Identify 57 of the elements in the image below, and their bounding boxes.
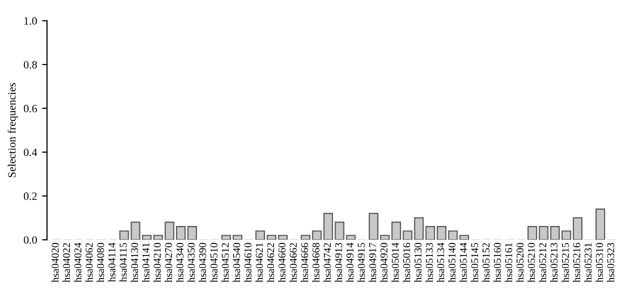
x-tick-label: hsa05216 bbox=[572, 242, 580, 282]
y-tick-label: 0.8 bbox=[24, 60, 37, 69]
x-tick-label: hsa04610 bbox=[244, 242, 252, 282]
x-tick-label: hsa05323 bbox=[606, 242, 614, 282]
x-tick-label: hsa04621 bbox=[255, 243, 263, 282]
x-tick-label: hsa05213 bbox=[550, 242, 558, 282]
x-tick-label: hsa05144 bbox=[460, 242, 467, 282]
x-tick-label: hsa04540 bbox=[232, 242, 240, 282]
x-tick-label: hsa04115 bbox=[119, 242, 127, 282]
x-tick-label: hsa05212 bbox=[538, 243, 546, 282]
x-tick-label: hsa05016 bbox=[402, 242, 410, 282]
x-tick-label: hsa05200 bbox=[516, 242, 524, 282]
x-tick-label: hsa04062 bbox=[85, 243, 93, 282]
x-tick-label: hsa04914 bbox=[346, 242, 354, 282]
x-tick-label: hsa04742 bbox=[323, 243, 331, 282]
x-tick-label: hsa05134 bbox=[436, 242, 444, 282]
x-tick-label: hsa04915 bbox=[358, 242, 365, 282]
x-tick-label: hsa05210 bbox=[528, 242, 535, 282]
y-axis-title: Selection frequencies bbox=[8, 82, 18, 178]
x-tick-label: hsa04022 bbox=[62, 243, 70, 282]
x-tick-label: hsa05160 bbox=[494, 242, 501, 282]
x-tick-label: hsa04660 bbox=[278, 242, 286, 282]
x-tick-label: hsa04390 bbox=[198, 242, 206, 282]
x-tick-label: hsa04350 bbox=[187, 242, 195, 282]
x-tick-label: hsa05215 bbox=[562, 242, 569, 282]
y-tick-label: 0.2 bbox=[24, 192, 37, 200]
x-tick-label: hsa04668 bbox=[312, 242, 320, 282]
y-tick-label: 1.0 bbox=[24, 17, 37, 25]
x-tick-label: hsa04662 bbox=[289, 243, 297, 282]
x-tick-label: hsa05161 bbox=[504, 243, 512, 282]
x-tick-label: hsa05145 bbox=[470, 242, 478, 282]
x-tick-label: hsa04920 bbox=[380, 242, 388, 282]
x-tick-label: hsa04141 bbox=[142, 243, 150, 282]
x-tick-label: hsa05014 bbox=[392, 242, 399, 282]
x-tick-label: hsa04622 bbox=[266, 243, 274, 282]
x-tick-label: hsa04913 bbox=[334, 242, 342, 282]
x-tick-label: hsa04510 bbox=[210, 242, 218, 282]
y-tick-label: 0.4 bbox=[24, 148, 38, 156]
x-tick-label: hsa04512 bbox=[221, 243, 229, 282]
x-tick-label: hsa04210 bbox=[153, 242, 161, 282]
x-tick-label: hsa04270 bbox=[164, 242, 172, 282]
x-tick-label: hsa05310 bbox=[596, 242, 603, 282]
x-tick-label: hsa05140 bbox=[448, 242, 456, 282]
x-tick-label: hsa04666 bbox=[300, 242, 308, 282]
x-tick-label: hsa05130 bbox=[414, 242, 422, 282]
y-tick-label: 0.6 bbox=[24, 104, 37, 112]
x-tick-label: hsa05152 bbox=[482, 243, 490, 282]
y-tick-label: 0.0 bbox=[24, 236, 37, 244]
x-tick-label: hsa04114 bbox=[108, 242, 116, 282]
x-tick-label: hsa05231 bbox=[584, 243, 592, 282]
x-tick-label: hsa04080 bbox=[96, 242, 104, 282]
x-tick-label: hsa04917 bbox=[368, 242, 376, 282]
x-tick-label: hsa05133 bbox=[426, 242, 433, 282]
x-tick-label: hsa04024 bbox=[74, 242, 82, 282]
x-tick-label: hsa04020 bbox=[51, 242, 59, 282]
x-tick-label: hsa04340 bbox=[176, 242, 184, 282]
x-tick-label: hsa04130 bbox=[130, 242, 138, 282]
